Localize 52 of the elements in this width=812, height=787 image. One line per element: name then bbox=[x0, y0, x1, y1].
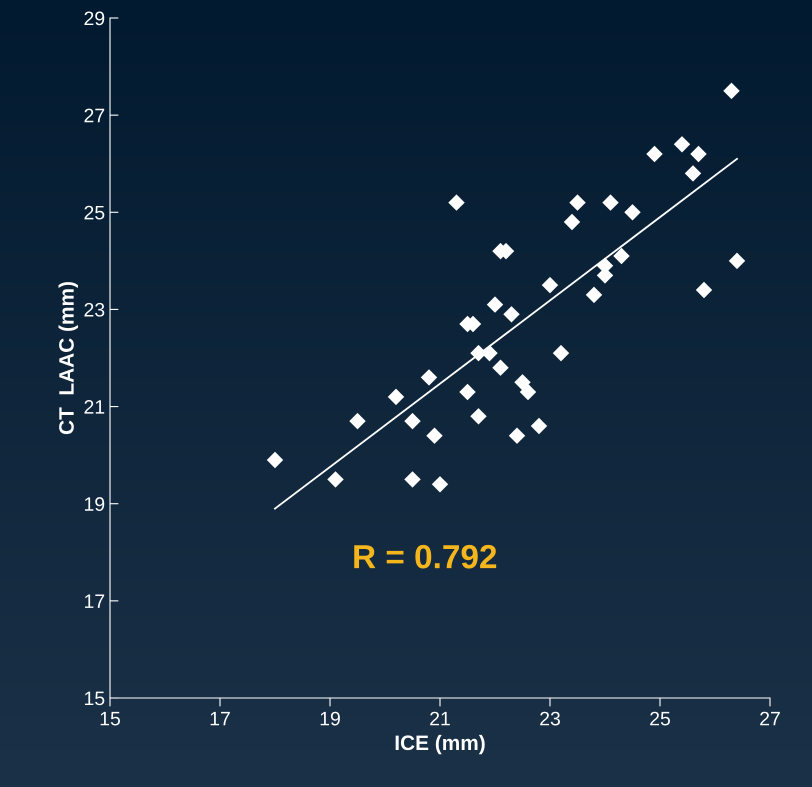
point bbox=[684, 165, 702, 182]
point bbox=[552, 344, 570, 362]
point bbox=[448, 194, 465, 211]
point bbox=[388, 388, 404, 406]
x-tick-label: 21 bbox=[430, 712, 450, 726]
x-axis-title: ICE (mm) bbox=[396, 734, 485, 754]
point bbox=[569, 194, 586, 211]
point bbox=[426, 427, 443, 444]
point bbox=[266, 452, 284, 468]
point bbox=[690, 146, 707, 162]
point bbox=[696, 282, 712, 298]
point bbox=[564, 214, 580, 230]
point bbox=[602, 194, 619, 211]
y-axis-title: CT LAAC (mm) bbox=[58, 282, 78, 434]
x-tick-label: 15 bbox=[100, 712, 120, 726]
y-tick-label: 29 bbox=[84, 11, 104, 26]
point bbox=[503, 306, 520, 323]
point bbox=[470, 408, 487, 425]
y-tick-label: 27 bbox=[84, 108, 104, 122]
y-tick-label: 23 bbox=[84, 302, 104, 317]
y-tick-label: 15 bbox=[84, 692, 104, 706]
point bbox=[613, 248, 630, 264]
point bbox=[492, 359, 509, 376]
point bbox=[586, 286, 602, 304]
x-tick-label: 23 bbox=[540, 712, 560, 726]
x-tick-label: 25 bbox=[650, 712, 670, 726]
point bbox=[508, 427, 526, 444]
point bbox=[514, 374, 531, 391]
point bbox=[530, 418, 548, 434]
annotation: R = 0.792 bbox=[354, 544, 496, 568]
y-tick-label: 19 bbox=[84, 497, 104, 511]
point bbox=[327, 471, 344, 488]
point bbox=[723, 82, 740, 100]
y-tick-label: 17 bbox=[84, 594, 104, 608]
point bbox=[349, 412, 366, 430]
point bbox=[646, 146, 663, 162]
point bbox=[520, 384, 536, 400]
point bbox=[404, 412, 421, 430]
point bbox=[624, 204, 641, 221]
point bbox=[459, 384, 476, 400]
y-tick-label: 25 bbox=[84, 206, 104, 220]
point bbox=[404, 471, 421, 488]
point bbox=[486, 296, 504, 313]
point bbox=[542, 276, 558, 294]
point bbox=[674, 136, 690, 153]
point bbox=[432, 476, 448, 493]
x-tick-label: 17 bbox=[210, 712, 230, 726]
y-tick-label: 21 bbox=[84, 400, 104, 414]
point bbox=[728, 252, 746, 270]
x-tick-label: 27 bbox=[760, 712, 780, 726]
point bbox=[420, 369, 438, 386]
x-tick-label: 19 bbox=[320, 712, 340, 726]
